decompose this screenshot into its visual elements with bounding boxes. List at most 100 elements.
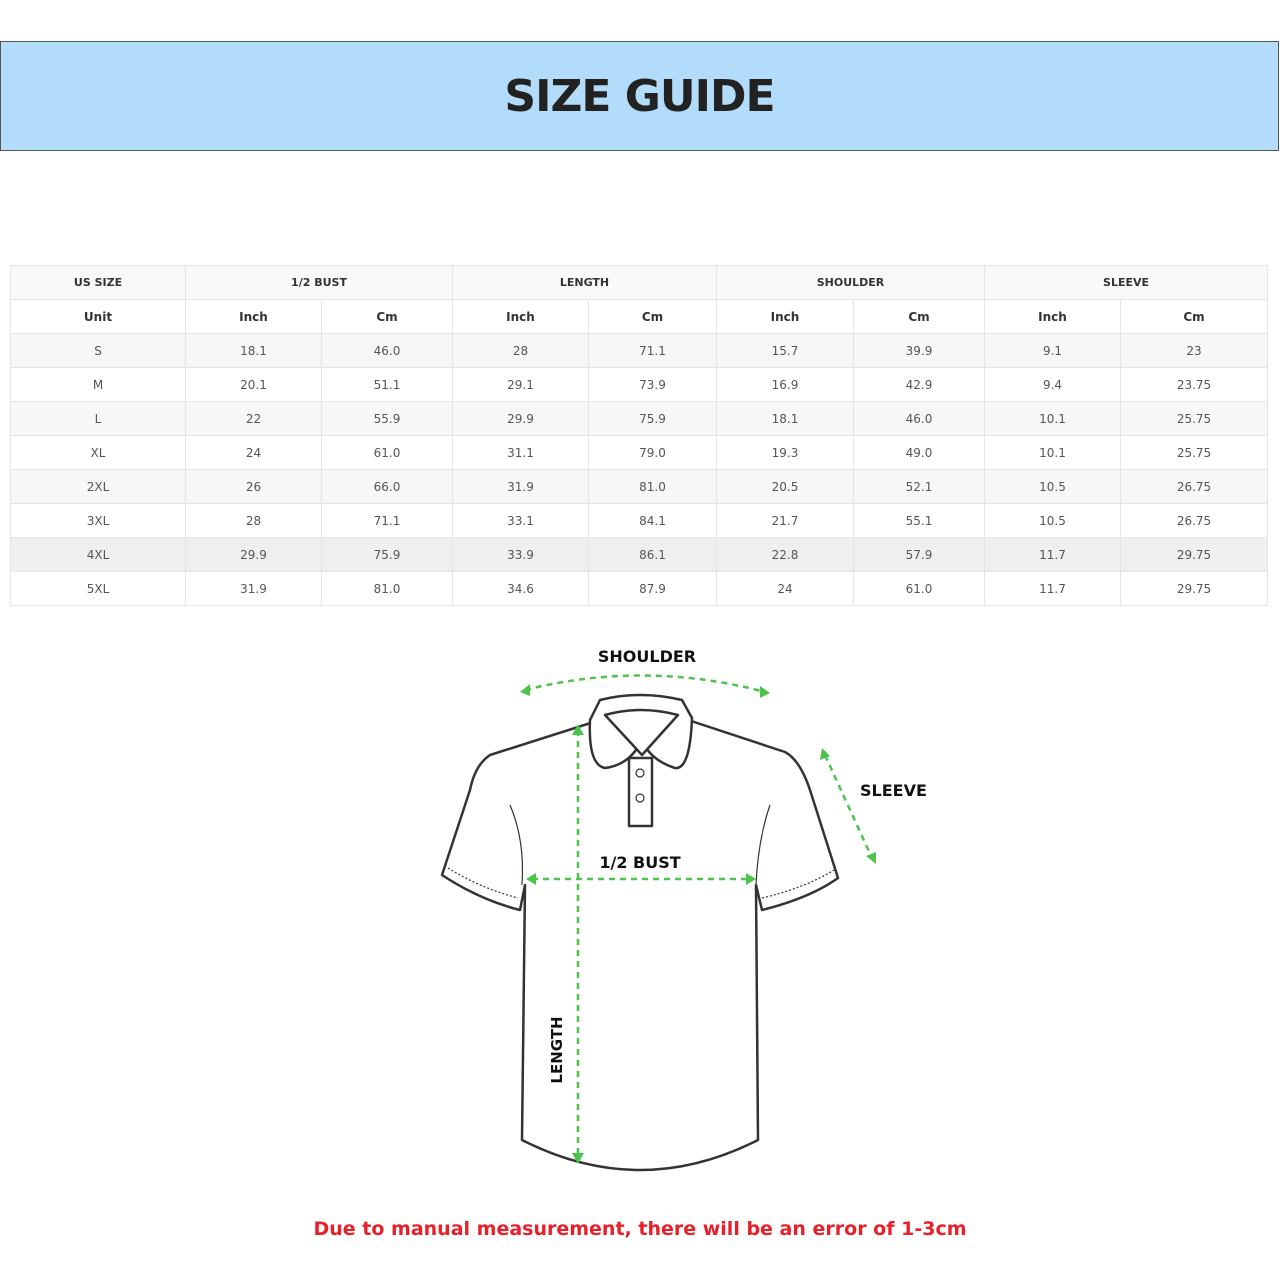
value-cell: 81.0 [321, 571, 453, 606]
size-cell: 5XL [10, 571, 186, 606]
value-cell: 29.9 [185, 537, 322, 572]
value-cell: 24 [716, 571, 854, 606]
value-cell: 26 [185, 469, 322, 504]
value-cell: 55.9 [321, 401, 453, 436]
value-cell: 73.9 [588, 367, 717, 402]
value-cell: 61.0 [852, 571, 986, 606]
value-cell: 9.1 [984, 333, 1122, 368]
header-length: LENGTH [452, 265, 717, 300]
value-cell: 75.9 [588, 401, 717, 436]
value-cell: 28 [185, 503, 322, 538]
table-row: 4XL 29.9 75.9 33.9 86.1 22.8 57.9 11.7 29.75 [10, 537, 1269, 572]
value-cell: 20.1 [185, 367, 322, 402]
size-table: US SIZE 1/2 BUST LENGTH SHOULDER SLEEVE … [10, 265, 1269, 606]
value-cell: 29.1 [452, 367, 589, 402]
unit-cell: Cm [1120, 299, 1269, 334]
size-cell: 4XL [10, 537, 186, 572]
value-cell: 22.8 [716, 537, 854, 572]
value-cell: 66.0 [321, 469, 453, 504]
size-cell: M [10, 367, 186, 402]
value-cell: 84.1 [588, 503, 717, 538]
unit-cell: Inch [185, 299, 322, 334]
value-cell: 16.9 [716, 367, 854, 402]
sleeve-label: SLEEVE [860, 781, 927, 800]
value-cell: 33.1 [452, 503, 589, 538]
value-cell: 46.0 [852, 401, 986, 436]
unit-cell: Inch [984, 299, 1122, 334]
size-cell: L [10, 401, 186, 436]
shirt-details [447, 768, 835, 899]
value-cell: 39.9 [852, 333, 986, 368]
value-cell: 46.0 [321, 333, 453, 368]
value-cell: 26.75 [1120, 469, 1269, 504]
shoulder-label: SHOULDER [598, 647, 696, 666]
header-us-size: US SIZE [10, 265, 186, 300]
table-row: XL 24 61.0 31.1 79.0 19.3 49.0 10.1 25.75 [10, 435, 1269, 470]
polo-shirt-illustration: SHOULDER SLEEVE 1/2 BUST LENGTH [440, 647, 927, 1172]
measurement-note: Due to manual measurement, there will be… [313, 1218, 967, 1240]
unit-cell: Inch [716, 299, 854, 334]
value-cell: 33.9 [452, 537, 589, 572]
value-cell: 26.75 [1120, 503, 1269, 538]
value-cell: 19.3 [716, 435, 854, 470]
value-cell: 31.9 [452, 469, 589, 504]
value-cell: 21.7 [716, 503, 854, 538]
value-cell: 22 [185, 401, 322, 436]
measure-arrows [524, 674, 874, 1160]
unit-cell: Unit [10, 299, 186, 334]
value-cell: 10.1 [984, 401, 1122, 436]
value-cell: 24 [185, 435, 322, 470]
value-cell: 10.5 [984, 469, 1122, 504]
value-cell: 71.1 [588, 333, 717, 368]
value-cell: 28 [452, 333, 589, 368]
value-cell: 55.1 [852, 503, 986, 538]
table-row: S 18.1 46.0 28 71.1 15.7 39.9 9.1 23 [10, 333, 1269, 368]
value-cell: 52.1 [852, 469, 986, 504]
size-cell: XL [10, 435, 186, 470]
value-cell: 86.1 [588, 537, 717, 572]
header-sleeve: SLEEVE [984, 265, 1269, 300]
value-cell: 10.5 [984, 503, 1122, 538]
value-cell: 18.1 [185, 333, 322, 368]
value-cell: 29.9 [452, 401, 589, 436]
length-label: LENGTH [548, 1016, 566, 1083]
value-cell: 10.1 [984, 435, 1122, 470]
value-cell: 15.7 [716, 333, 854, 368]
value-cell: 23.75 [1120, 367, 1269, 402]
table-row: 3XL 28 71.1 33.1 84.1 21.7 55.1 10.5 26.75 [10, 503, 1269, 538]
value-cell: 34.6 [452, 571, 589, 606]
group-header-row: US SIZE 1/2 BUST LENGTH SHOULDER SLEEVE [10, 265, 1269, 300]
value-cell: 75.9 [321, 537, 453, 572]
shoulder-arrow [524, 674, 766, 694]
value-cell: 61.0 [321, 435, 453, 470]
size-cell: 2XL [10, 469, 186, 504]
table-row: M 20.1 51.1 29.1 73.9 16.9 42.9 9.4 23.75 [10, 367, 1269, 402]
shirt-outline [440, 693, 840, 1172]
value-cell: 87.9 [588, 571, 717, 606]
value-cell: 29.75 [1120, 537, 1269, 572]
value-cell: 51.1 [321, 367, 453, 402]
header-bust: 1/2 BUST [185, 265, 453, 300]
value-cell: 11.7 [984, 537, 1122, 572]
shirt-diagram: SHOULDER SLEEVE 1/2 BUST LENGTH [420, 630, 940, 1190]
title-banner: SIZE GUIDE [0, 41, 1279, 151]
value-cell: 25.75 [1120, 435, 1269, 470]
value-cell: 23 [1120, 333, 1269, 368]
value-cell: 49.0 [852, 435, 986, 470]
value-cell: 81.0 [588, 469, 717, 504]
value-cell: 57.9 [852, 537, 986, 572]
table-row: L 22 55.9 29.9 75.9 18.1 46.0 10.1 25.75 [10, 401, 1269, 436]
value-cell: 79.0 [588, 435, 717, 470]
bust-label: 1/2 BUST [599, 853, 680, 872]
unit-cell: Cm [852, 299, 986, 334]
value-cell: 29.75 [1120, 571, 1269, 606]
page-title: SIZE GUIDE [504, 70, 775, 122]
value-cell: 9.4 [984, 367, 1122, 402]
sleeve-arrow [823, 754, 874, 859]
value-cell: 20.5 [716, 469, 854, 504]
value-cell: 18.1 [716, 401, 854, 436]
table-row: 2XL 26 66.0 31.9 81.0 20.5 52.1 10.5 26.75 [10, 469, 1269, 504]
value-cell: 25.75 [1120, 401, 1269, 436]
value-cell: 42.9 [852, 367, 986, 402]
unit-cell: Inch [452, 299, 589, 334]
